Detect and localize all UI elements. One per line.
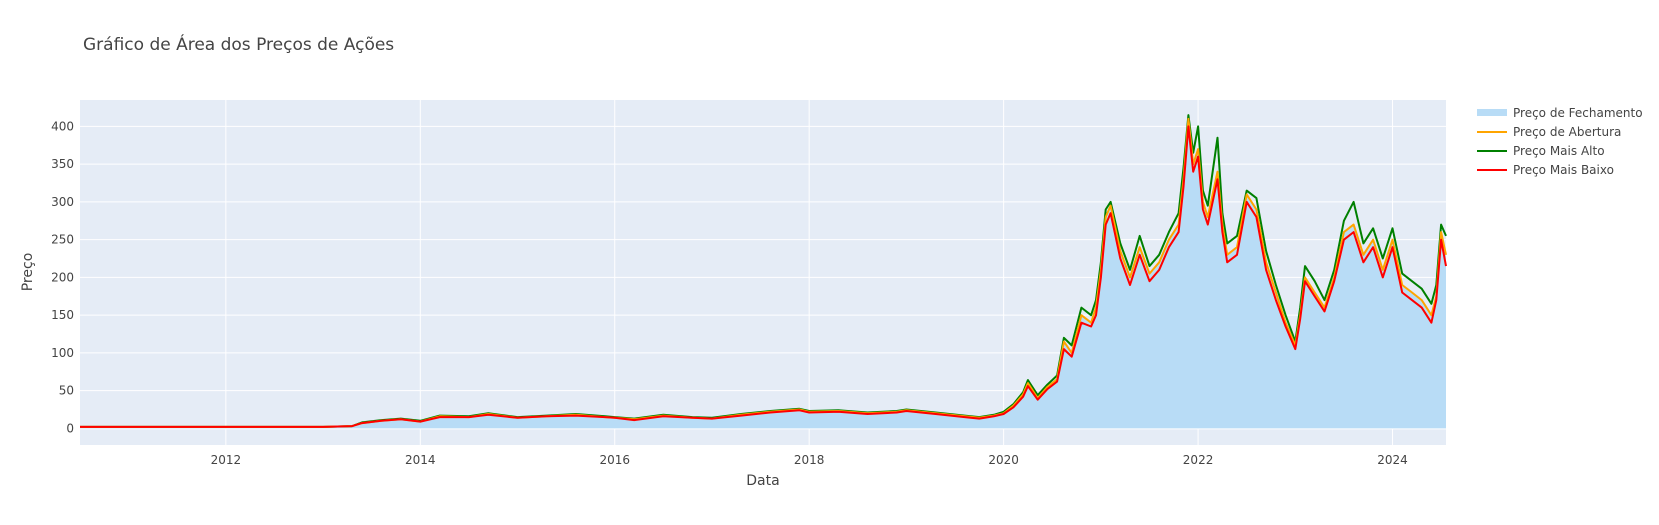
x-tick-label: 2012 — [211, 453, 242, 467]
y-tick-label: 100 — [51, 346, 74, 360]
x-axis-title: Data — [746, 473, 779, 489]
series-line-low — [80, 125, 1447, 428]
legend-item-low[interactable]: Preço Mais Baixo — [1477, 163, 1614, 177]
x-tick-label: 2022 — [1183, 453, 1214, 467]
x-tick-label: 2018 — [794, 453, 825, 467]
series-layer — [80, 114, 1447, 429]
legend-swatch — [1477, 109, 1507, 116]
legend-label: Preço Mais Alto — [1513, 144, 1605, 158]
y-tick-label: 0 — [66, 421, 74, 435]
legend-item-close[interactable]: Preço de Fechamento — [1477, 106, 1643, 120]
legend-item-high[interactable]: Preço Mais Alto — [1477, 144, 1605, 158]
x-tick-label: 2016 — [599, 453, 630, 467]
y-tick-label: 200 — [51, 270, 74, 284]
chart-title: Gráfico de Área dos Preços de Ações — [83, 33, 394, 55]
legend-label: Preço de Abertura — [1513, 125, 1621, 139]
legend-label: Preço de Fechamento — [1513, 106, 1643, 120]
y-tick-label: 250 — [51, 233, 74, 247]
y-tick-label: 300 — [51, 195, 74, 209]
tick-labels: 2012 2014 2016 2018 2020 2022 2024 0 50 100 150 200… — [51, 119, 1408, 467]
legend-label: Preço Mais Baixo — [1513, 163, 1614, 177]
y-tick-label: 350 — [51, 157, 74, 171]
y-tick-label: 50 — [59, 384, 74, 398]
y-axis-title: Preço — [20, 253, 36, 292]
legend: Preço de Fechamento Preço de Abertura Preç… — [1477, 106, 1643, 177]
series-area-close — [80, 118, 1446, 429]
x-tick-label: 2020 — [988, 453, 1019, 467]
x-tick-label: 2014 — [405, 453, 436, 467]
legend-item-open[interactable]: Preço de Abertura — [1477, 125, 1621, 139]
y-tick-label: 150 — [51, 308, 74, 322]
x-tick-label: 2024 — [1377, 453, 1408, 467]
y-tick-label: 400 — [51, 119, 74, 133]
